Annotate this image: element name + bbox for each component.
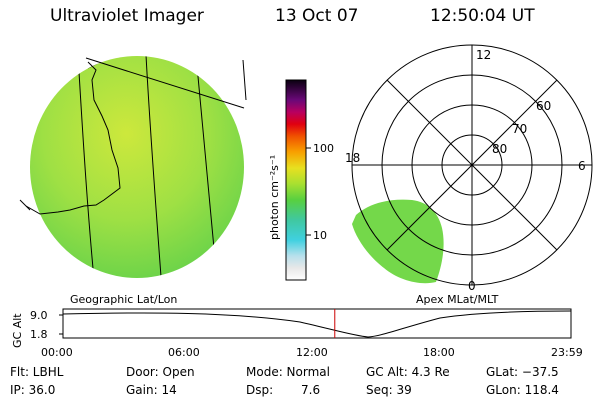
geographic-caption: Geographic Lat/Lon [70,293,178,306]
coastline [25,61,121,215]
status-gcalt: GC Alt: 4.3 Re [366,365,450,379]
colorbar-scale [285,79,307,281]
timeline-y-axis-label: GC Alt [11,313,24,348]
instrument-title: Ultraviolet Imager [50,6,204,26]
status-glon: GLon: 118.4 [486,383,559,397]
timeline-frame [62,308,572,339]
x-tick-2359: 23:59 [551,346,583,359]
y-tick-label-9: 9.0 [30,309,48,322]
mlt-label-18: 18 [345,151,360,165]
auroral-emission-region [352,199,444,284]
time-label: 12:50:04 UT [430,6,535,26]
status-ip: IP: 36.0 [10,383,56,397]
altitude-timeline: GC Alt 9.0 1.8 00:00 06:00 12:00 18:00 2… [11,308,583,359]
mlat-label-60: 60 [536,99,551,113]
mlat-label-80: 80 [492,142,507,156]
latitude-line [85,57,245,109]
status-door: Door: Open [126,365,195,379]
polar-diagonal-2 [386,79,558,251]
status-mode: Mode: Normal [246,365,330,379]
status-gain: Gain: 14 [126,383,177,397]
apex-caption: Apex MLat/MLT [416,293,499,306]
status-glat: GLat: −37.5 [486,365,559,379]
polar-plot: 12 18 6 0 60 70 80 [345,44,593,293]
status-seq: Seq: 39 [366,383,412,397]
colorbar: 100 10 photon cm⁻²s⁻¹ [268,79,334,281]
x-tick-1800: 18:00 [423,346,455,359]
mlt-label-6: 6 [578,159,586,173]
date-label: 13 Oct 07 [275,6,359,26]
status-dsp-value: 7.6 [301,383,321,397]
status-dsp-label: Dsp: [246,383,274,397]
mlt-label-12: 12 [476,48,491,62]
mlat-label-70: 70 [512,122,527,136]
altitude-curve [62,310,572,338]
colorbar-label-10: 10 [313,229,327,242]
colorbar-unit-label: photon cm⁻²s⁻¹ [268,155,281,240]
mlt-label-0: 0 [468,279,476,293]
earth-disk-image [19,56,247,278]
status-flt: Flt: LBHL [10,365,64,379]
coastline-tail [19,199,31,211]
x-tick-0000: 00:00 [41,346,73,359]
x-tick-1200: 12:00 [296,346,328,359]
colorbar-label-100: 100 [313,142,334,155]
longitude-line-outer [242,59,247,101]
disk-emission [30,56,244,278]
x-tick-0600: 06:00 [168,346,200,359]
y-tick-label-1: 1.8 [30,328,48,341]
